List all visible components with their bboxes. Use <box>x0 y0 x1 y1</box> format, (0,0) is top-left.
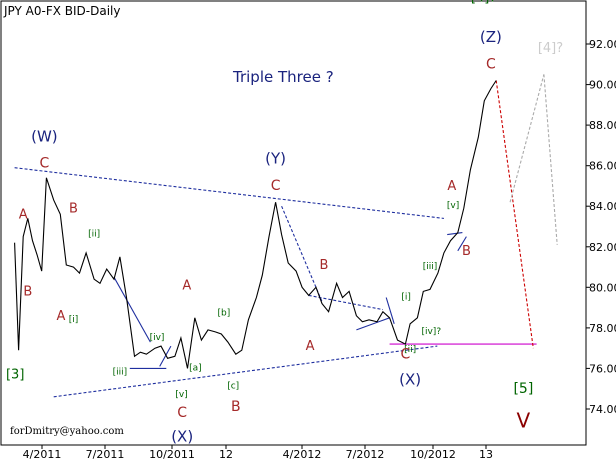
wave-label-3: B <box>23 284 32 299</box>
wave-label-33: (Z) <box>480 28 502 46</box>
wave-label-1: C <box>40 156 50 172</box>
annotation-line-5 <box>113 276 151 343</box>
wave-label-7: [i] <box>69 315 79 325</box>
annotation-line-14 <box>543 74 558 245</box>
x-axis: 4/2011 7/2011 10/2011 12 4/2012 7/2012 10/2012… <box>23 445 493 460</box>
wave-label-19: (Y) <box>265 150 286 168</box>
wave-labels: (W) C A B A B [3] [i] [ii] [iii] [iv] [v] [a] [b] [c] A… <box>6 0 563 445</box>
x-tick-label-3: 12 <box>219 448 233 460</box>
wave-label-35: [4]? <box>538 41 563 56</box>
wave-label-25: C <box>401 346 411 362</box>
wave-label-0: (W) <box>31 127 58 145</box>
x-tick-label-5: 7/2012 <box>346 448 385 460</box>
wave-label-6: [3] <box>6 368 24 383</box>
y-tick-label-2: 78.00 <box>589 322 616 335</box>
x-tick-label-6: 10/2012 <box>410 448 456 460</box>
annotation-line-0 <box>14 167 444 219</box>
annotation-lines <box>14 74 558 398</box>
wave-label-36: [5] <box>513 381 533 397</box>
wave-label-12: [a] <box>189 364 202 374</box>
wave-label-4: A <box>56 309 65 324</box>
annotation-line-10 <box>457 236 467 252</box>
x-tick-label-1: 7/2011 <box>86 448 125 460</box>
wave-label-5: B <box>69 201 78 216</box>
watermark: forDmitry@yahoo.com <box>10 426 124 437</box>
annotation-line-12 <box>495 80 534 349</box>
y-tick-label-9: 92.00 <box>589 38 616 51</box>
annotation-line-11 <box>447 232 463 236</box>
y-tick-label-7: 88.00 <box>589 119 616 132</box>
y-axis: 74.00 76.00 78.00 80.00 82.00 84.00 86.00 88.00… <box>586 38 616 416</box>
wave-label-37: V <box>517 408 531 432</box>
y-tick-label-8: 90.00 <box>589 79 616 92</box>
wave-label-2: A <box>19 207 28 222</box>
wave-label-23: [i] <box>401 293 411 303</box>
x-tick-label-0: 4/2011 <box>23 448 62 460</box>
wave-label-14: [c] <box>227 382 239 392</box>
price-line <box>14 80 497 369</box>
wave-label-31: B <box>462 244 471 259</box>
wave-label-21: A <box>306 339 315 354</box>
wave-label-29: [v] <box>447 201 459 211</box>
wave-label-17: (X) <box>171 427 193 445</box>
y-tick-label-1: 76.00 <box>589 362 616 375</box>
x-tick-label-4: 4/2012 <box>283 448 322 460</box>
wave-label-22: B <box>320 258 329 273</box>
y-tick-label-6: 86.00 <box>589 160 616 173</box>
wave-label-32: [4]? <box>471 0 496 5</box>
wave-label-26: (X) <box>399 371 421 389</box>
wave-label-15: A <box>182 278 191 293</box>
y-tick-label-0: 74.00 <box>589 403 616 416</box>
y-tick-label-4: 82.00 <box>589 241 616 254</box>
wave-label-10: [iv] <box>150 333 165 343</box>
wave-label-9: [iii] <box>113 368 128 378</box>
wave-label-11: [v] <box>175 390 187 400</box>
annotation-line-2 <box>281 205 323 302</box>
wave-label-28: [iv]? <box>421 327 441 337</box>
annotation-line-1 <box>53 345 438 398</box>
wave-label-34: C <box>486 56 496 72</box>
annotation-line-8 <box>356 317 390 331</box>
y-tick-label-3: 80.00 <box>589 281 616 294</box>
plot-frame <box>0 0 587 446</box>
chart-title: JPY A0-FX BID-Daily <box>3 4 120 18</box>
x-tick-label-7: 13 <box>479 448 493 460</box>
annotation-line-9 <box>385 297 395 324</box>
x-tick-label-2: 10/2011 <box>149 448 195 460</box>
wave-label-24: [ii] <box>404 345 416 355</box>
wave-label-27: [iii] <box>423 262 438 272</box>
annotation-line-7 <box>159 345 172 367</box>
wave-label-20: C <box>271 178 281 194</box>
wave-label-8: [ii] <box>88 230 100 240</box>
y-tick-label-5: 84.00 <box>589 200 616 213</box>
wave-label-18: B <box>231 399 241 415</box>
center-annotation: Triple Three ? <box>232 68 334 86</box>
annotation-line-13 <box>509 74 545 203</box>
wave-label-16: C <box>177 405 187 421</box>
wave-label-13: [b] <box>218 309 231 319</box>
annotation-line-3 <box>308 294 384 311</box>
wave-label-30: A <box>447 179 456 194</box>
